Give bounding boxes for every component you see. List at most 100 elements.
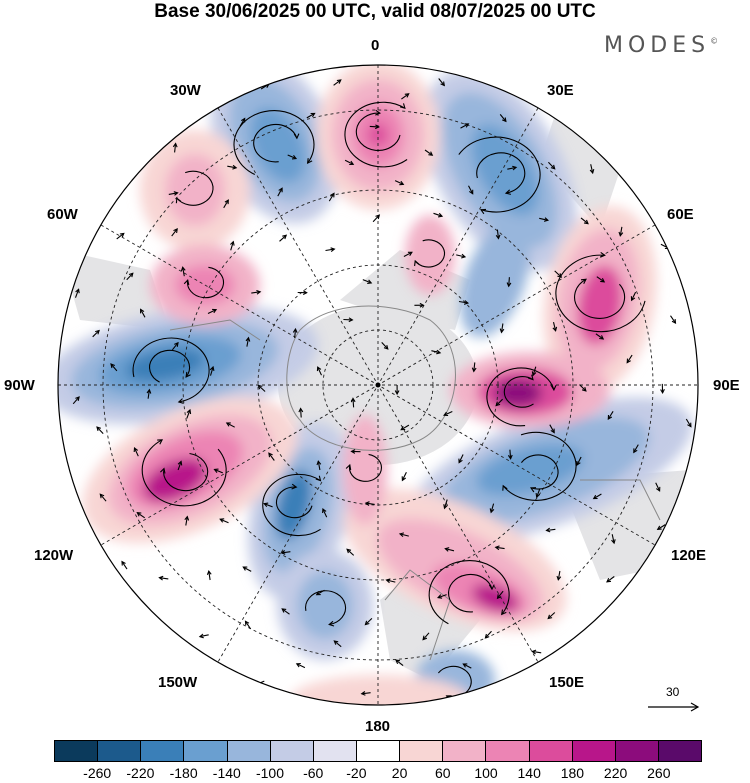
wind-arrow [576, 456, 582, 466]
wind-arrowhead [550, 164, 556, 170]
colorbar-tick-label: -100 [255, 765, 285, 781]
wind-arrow [365, 502, 375, 505]
streamline [448, 573, 493, 613]
streamline-arrowhead [328, 620, 335, 627]
wind-arrow [539, 217, 549, 221]
wind-arrowhead [282, 234, 288, 240]
streamline-arrowhead [414, 259, 420, 267]
wind-arrowhead [315, 591, 321, 596]
streamline [555, 254, 646, 333]
wind-arrowhead [146, 388, 152, 394]
streamline [574, 278, 626, 319]
wind-arrowhead [291, 154, 298, 160]
wind-arrowhead [364, 501, 370, 506]
wind-arrowhead [419, 302, 425, 308]
longitude-label: 120W [34, 547, 74, 564]
wind-arrow [580, 217, 589, 225]
wind-arrowhead [464, 123, 470, 128]
wind-arrow [509, 449, 512, 459]
wind-arrowhead [383, 344, 389, 350]
wind-arrowhead [256, 289, 262, 295]
streamline [262, 473, 321, 537]
longitude-label: 150E [549, 674, 585, 691]
streamline [503, 376, 534, 408]
streamline-arrowhead [157, 439, 164, 445]
wind-arrow [328, 193, 335, 202]
wind-arrow [174, 143, 177, 153]
wind-arrow [490, 503, 495, 513]
wind-arrow [369, 125, 379, 128]
wind-arrowhead [367, 279, 373, 284]
wind-arrowhead [173, 191, 179, 196]
wind-arrow [557, 570, 561, 580]
streamline-arrowhead [500, 609, 507, 616]
wind-arrow [243, 566, 252, 572]
wind-arrowhead [626, 358, 631, 364]
wind-arrowhead [280, 550, 286, 555]
wind-arrow [182, 267, 185, 277]
wind-arrow [670, 315, 676, 324]
colorbar-swatch [355, 741, 400, 761]
wind-arrowhead [543, 217, 550, 222]
wind-arrowhead [630, 296, 636, 302]
colorbar-swatch [312, 741, 356, 761]
streamline-arrowhead [550, 385, 557, 392]
streamline-arrowhead [399, 103, 406, 110]
wind-arrowhead [535, 493, 541, 499]
wind-arrowhead [401, 476, 407, 482]
wind-arrow [147, 389, 150, 399]
wind-arrowhead [209, 365, 215, 372]
wind-arrow [546, 528, 556, 532]
wind-arrowhead [463, 300, 470, 305]
wind-arrowhead [96, 426, 101, 432]
wind-arrowhead [443, 504, 448, 510]
wind-arrow [685, 418, 692, 427]
wind-arrowhead [348, 317, 354, 323]
wind-arrow [473, 362, 476, 372]
wind-arrow [590, 164, 594, 174]
colorbar-tick-label: -180 [169, 765, 198, 781]
streamline [253, 123, 298, 163]
wind-arrowhead [99, 493, 105, 499]
wind-arrow [171, 228, 178, 237]
colorbar-swatch [528, 741, 572, 761]
wind-arrow [536, 488, 541, 498]
wind-arrow [394, 180, 404, 185]
wind-arrowhead [242, 566, 248, 571]
longitude-label: 60E [667, 206, 694, 223]
wind-arrow [422, 632, 430, 640]
wind-arrow [185, 516, 188, 526]
wind-arrowhead [545, 527, 551, 533]
wind-arrow [400, 424, 410, 431]
colorbar-tick-label: -220 [126, 765, 155, 781]
wind-arrowhead [184, 515, 190, 521]
wind-arrow [277, 187, 283, 197]
wind-arrowhead [671, 319, 677, 325]
streamline [355, 112, 401, 151]
colorbar-tick-label: -20 [346, 765, 367, 781]
colorbar-swatch [140, 741, 184, 761]
wind-arrowhead [322, 507, 327, 514]
wind-arrow [126, 272, 134, 281]
wind-arrowhead [350, 449, 356, 454]
anomaly-field [58, 65, 698, 705]
wind-arrow [264, 503, 273, 508]
streamline-arrowhead [599, 251, 606, 258]
wind-arrow [496, 229, 500, 239]
colorbar-tick-label: 220 [603, 765, 628, 781]
wind-arrowhead [349, 160, 355, 166]
wind-arrow [611, 534, 615, 544]
reference-vector: 30 [648, 685, 700, 715]
colorbar-tick-label: 60 [435, 765, 451, 781]
wind-arrow [548, 161, 556, 170]
brand-name: MODES [604, 33, 711, 58]
longitude-label: 150W [158, 674, 198, 691]
wind-arrow [209, 366, 214, 376]
streamline-arrowhead [160, 467, 166, 474]
wind-arrow [403, 251, 413, 257]
wind-arrow [438, 78, 445, 86]
wind-arrowhead [440, 81, 446, 87]
wind-arrowhead [506, 282, 512, 288]
wind-arrowhead [374, 124, 380, 130]
wind-arrowhead [407, 251, 413, 256]
